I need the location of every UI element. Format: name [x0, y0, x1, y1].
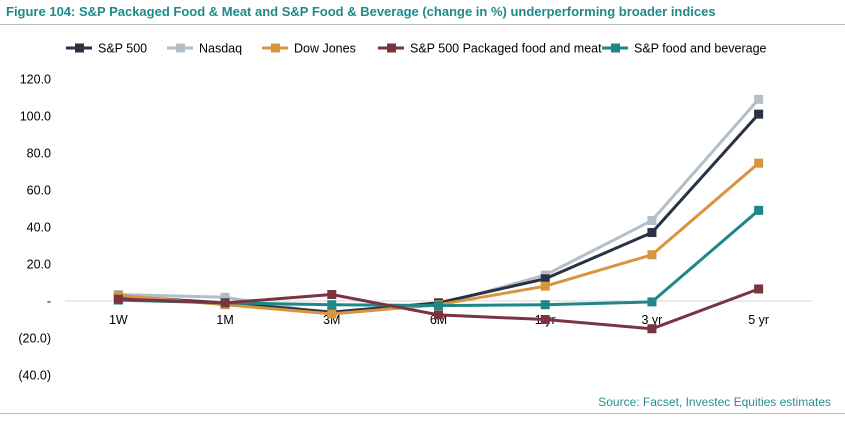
- data-point: [754, 205, 764, 215]
- series-line: [118, 98, 760, 316]
- y-tick-label: 20.0: [27, 258, 51, 272]
- series-s-p-500-packaged-food-and-meat: [113, 284, 764, 334]
- data-point: [434, 310, 443, 320]
- series-nasdaq: [113, 94, 764, 319]
- y-tick-label: 40.0: [27, 221, 51, 235]
- data-point: [647, 250, 657, 260]
- data-point: [220, 292, 230, 302]
- y-tick-label: 60.0: [27, 184, 51, 198]
- data-point: [754, 94, 764, 104]
- legend-marker: [611, 43, 620, 53]
- legend-label: Dow Jones: [294, 42, 356, 56]
- legend-marker: [176, 43, 185, 53]
- legend-marker: [271, 43, 280, 53]
- y-tick-label: -: [47, 295, 51, 309]
- x-tick-label: 1W: [109, 313, 128, 327]
- series-line: [118, 113, 760, 314]
- series-s-p-food-and-beverage: [113, 205, 764, 311]
- data-point: [540, 274, 550, 284]
- data-point: [754, 109, 764, 119]
- data-point: [647, 297, 657, 307]
- series-layer: [113, 94, 764, 334]
- y-axis: 120.0 100.0 80.0 60.0 40.0 20.0 - (20.0) (40.0): [18, 73, 51, 383]
- series-line: [118, 209, 760, 308]
- data-point: [327, 300, 337, 310]
- legend-marker: [387, 43, 396, 53]
- y-tick-label: 100.0: [20, 110, 51, 124]
- legend-label: Nasdaq: [199, 42, 242, 56]
- series-dow-jones: [113, 158, 764, 319]
- x-tick-label: 1M: [216, 313, 233, 327]
- data-point: [540, 281, 550, 291]
- legend-marker: [75, 43, 84, 53]
- legend-label: S&P 500: [98, 42, 147, 56]
- x-tick-label: 5 yr: [748, 313, 769, 327]
- y-tick-label: (20.0): [18, 332, 51, 346]
- data-point: [434, 301, 443, 311]
- source-note: Source: Facset, Investec Equities estima…: [598, 395, 831, 409]
- legend-label: S&P 500 Packaged food and meat: [410, 42, 602, 56]
- data-point: [754, 284, 764, 294]
- figure-title: Figure 104: S&P Packaged Food & Meat and…: [6, 4, 716, 19]
- data-point: [327, 309, 337, 319]
- data-point: [220, 298, 230, 308]
- data-point: [327, 290, 337, 300]
- x-tick-label: 3 yr: [642, 313, 663, 327]
- series-s-p-500: [113, 109, 764, 317]
- data-point: [647, 324, 657, 334]
- y-tick-label: 120.0: [20, 73, 51, 87]
- data-point: [113, 294, 123, 304]
- y-tick-label: (40.0): [18, 369, 51, 383]
- data-point: [647, 216, 657, 226]
- y-tick-label: 80.0: [27, 147, 51, 161]
- data-point: [754, 158, 764, 168]
- bottom-divider: [0, 413, 845, 414]
- legend-label: S&P food and beverage: [634, 42, 767, 56]
- data-point: [540, 315, 550, 324]
- data-point: [540, 300, 550, 310]
- title-divider: [0, 24, 845, 25]
- data-point: [647, 228, 657, 238]
- chart-legend: S&P 500 Nasdaq Dow Jones S&P 500 Packaged f…: [66, 42, 767, 56]
